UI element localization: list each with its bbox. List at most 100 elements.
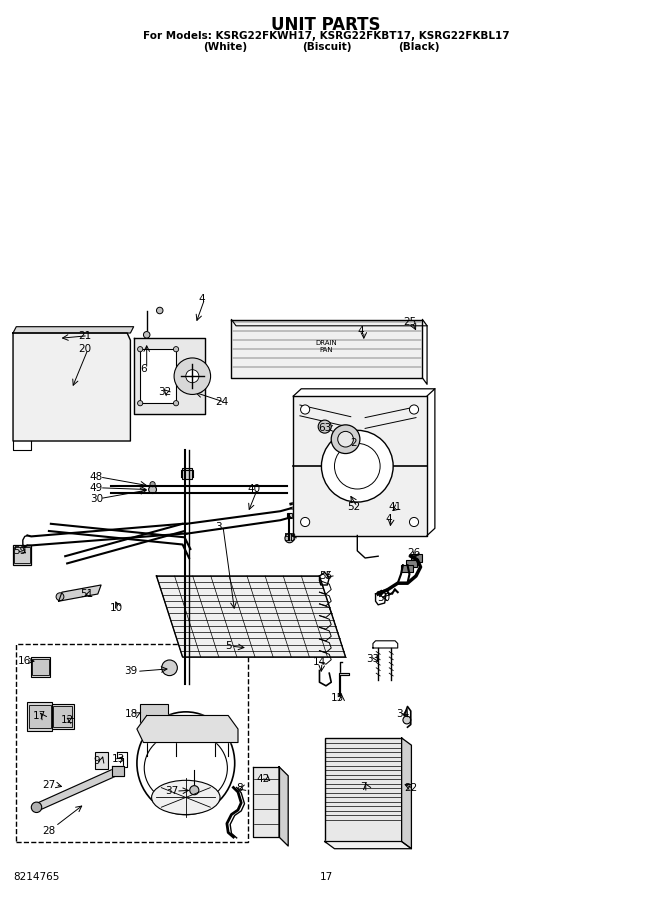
Polygon shape <box>339 673 349 695</box>
Text: 37: 37 <box>165 786 178 796</box>
Bar <box>14 547 30 563</box>
Circle shape <box>173 346 179 352</box>
Polygon shape <box>402 738 411 849</box>
Bar <box>325 738 402 842</box>
Text: UNIT PARTS: UNIT PARTS <box>271 16 381 34</box>
Text: 8214765: 8214765 <box>13 872 59 882</box>
Text: 6: 6 <box>140 364 147 374</box>
Polygon shape <box>13 333 130 441</box>
Text: 17: 17 <box>319 872 333 882</box>
Circle shape <box>173 400 179 406</box>
Text: 17: 17 <box>33 711 46 722</box>
Bar <box>411 554 422 562</box>
Circle shape <box>143 331 150 338</box>
Circle shape <box>301 405 310 414</box>
Polygon shape <box>13 327 134 333</box>
Circle shape <box>301 518 310 526</box>
Text: 3: 3 <box>215 521 222 532</box>
Text: 27: 27 <box>42 779 55 790</box>
Polygon shape <box>253 767 279 837</box>
Circle shape <box>403 716 411 724</box>
Bar <box>29 705 51 728</box>
Text: 9: 9 <box>93 755 100 766</box>
Text: 41: 41 <box>389 501 402 512</box>
Circle shape <box>321 430 393 502</box>
Polygon shape <box>325 842 411 849</box>
Text: 24: 24 <box>215 397 228 408</box>
Polygon shape <box>137 716 238 742</box>
Text: 30: 30 <box>90 493 103 504</box>
Text: For Models: KSRG22FKWH17, KSRG22FKBT17, KSRG22FKBL17: For Models: KSRG22FKWH17, KSRG22FKBT17, … <box>143 31 509 40</box>
Text: 39: 39 <box>124 666 137 677</box>
Text: 13: 13 <box>112 753 125 764</box>
Text: 33: 33 <box>366 653 379 664</box>
Text: 48: 48 <box>90 472 103 482</box>
Text: 14: 14 <box>313 657 326 668</box>
Polygon shape <box>59 585 101 601</box>
Text: 4: 4 <box>385 514 392 525</box>
Polygon shape <box>156 576 346 657</box>
Text: 21: 21 <box>78 330 91 341</box>
Circle shape <box>409 518 419 526</box>
Bar <box>16 644 248 842</box>
Text: (Biscuit): (Biscuit) <box>303 42 352 52</box>
Circle shape <box>162 660 177 676</box>
Text: 55: 55 <box>319 571 333 581</box>
Text: 32: 32 <box>158 387 171 398</box>
Ellipse shape <box>151 780 220 814</box>
Polygon shape <box>134 338 205 414</box>
Polygon shape <box>231 320 422 378</box>
Text: 22: 22 <box>404 783 417 794</box>
Bar <box>182 468 192 479</box>
Circle shape <box>285 534 294 543</box>
Circle shape <box>31 802 42 813</box>
Text: 53: 53 <box>284 533 297 544</box>
Circle shape <box>174 358 211 394</box>
Text: 50: 50 <box>377 592 390 603</box>
Circle shape <box>56 593 64 600</box>
Circle shape <box>138 400 143 406</box>
Text: 15: 15 <box>331 693 344 704</box>
Bar <box>13 545 31 565</box>
Text: 52: 52 <box>347 501 360 512</box>
Bar <box>401 565 413 572</box>
Ellipse shape <box>137 712 235 814</box>
Text: 10: 10 <box>110 603 123 614</box>
Circle shape <box>346 489 353 496</box>
Text: (Black): (Black) <box>398 42 439 52</box>
Polygon shape <box>140 349 176 403</box>
Bar <box>53 706 72 727</box>
Text: 20: 20 <box>78 344 91 355</box>
Circle shape <box>190 786 199 795</box>
Circle shape <box>409 405 419 414</box>
Bar <box>52 704 74 729</box>
Circle shape <box>38 333 46 340</box>
Text: 4: 4 <box>199 293 205 304</box>
Text: 59: 59 <box>13 545 26 556</box>
Text: 40: 40 <box>248 483 261 494</box>
Text: 42: 42 <box>257 773 270 784</box>
Text: 49: 49 <box>90 482 103 493</box>
Text: 12: 12 <box>61 715 74 725</box>
Circle shape <box>338 431 353 447</box>
Circle shape <box>150 482 155 487</box>
Circle shape <box>186 370 199 382</box>
Bar <box>140 704 168 724</box>
Text: 8: 8 <box>236 783 243 794</box>
Bar <box>406 560 417 567</box>
Circle shape <box>318 420 331 433</box>
Bar <box>287 513 292 518</box>
Polygon shape <box>112 766 124 776</box>
Text: (White): (White) <box>203 42 247 52</box>
Text: 25: 25 <box>403 317 416 328</box>
Polygon shape <box>279 767 288 846</box>
Text: 26: 26 <box>408 547 421 558</box>
Text: 16: 16 <box>18 655 31 666</box>
Circle shape <box>156 307 163 314</box>
Circle shape <box>138 346 143 352</box>
Polygon shape <box>293 396 427 536</box>
Text: 2: 2 <box>350 437 357 448</box>
Bar <box>27 702 52 731</box>
Text: 63: 63 <box>318 423 331 434</box>
Circle shape <box>331 425 360 454</box>
